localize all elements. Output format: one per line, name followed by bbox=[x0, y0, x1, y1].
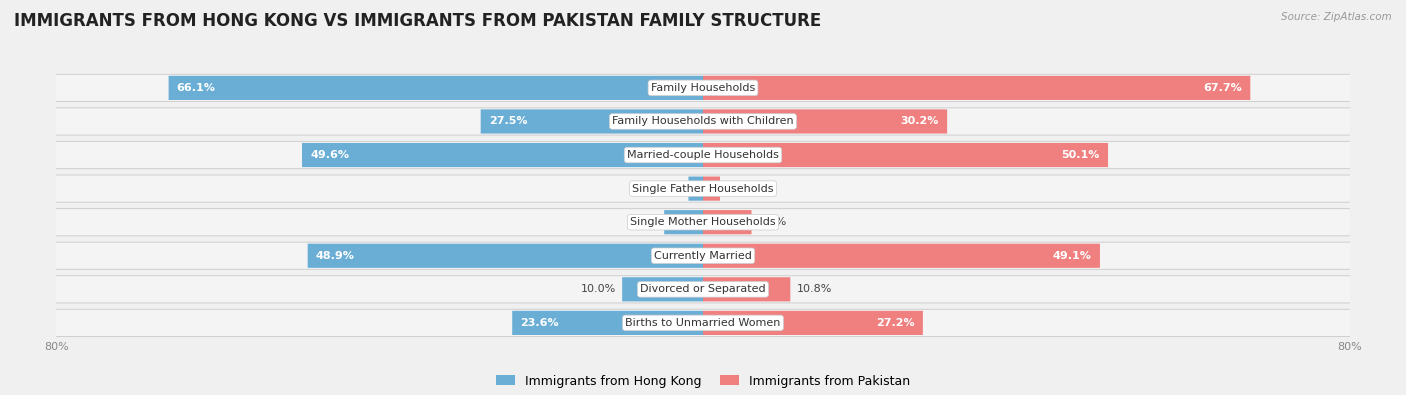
FancyBboxPatch shape bbox=[51, 108, 1355, 135]
FancyBboxPatch shape bbox=[703, 109, 948, 134]
FancyBboxPatch shape bbox=[703, 311, 922, 335]
Text: 27.5%: 27.5% bbox=[489, 117, 527, 126]
Text: 49.1%: 49.1% bbox=[1053, 251, 1092, 261]
Text: 2.1%: 2.1% bbox=[727, 184, 755, 194]
Text: 23.6%: 23.6% bbox=[520, 318, 560, 328]
FancyBboxPatch shape bbox=[46, 175, 1360, 203]
FancyBboxPatch shape bbox=[46, 242, 1360, 270]
FancyBboxPatch shape bbox=[51, 142, 1355, 168]
Text: Family Households with Children: Family Households with Children bbox=[612, 117, 794, 126]
Text: 4.8%: 4.8% bbox=[630, 217, 658, 227]
FancyBboxPatch shape bbox=[703, 210, 752, 234]
Text: 67.7%: 67.7% bbox=[1204, 83, 1243, 93]
Text: Births to Unmarried Women: Births to Unmarried Women bbox=[626, 318, 780, 328]
FancyBboxPatch shape bbox=[46, 141, 1360, 169]
Text: Currently Married: Currently Married bbox=[654, 251, 752, 261]
Text: 49.6%: 49.6% bbox=[311, 150, 349, 160]
Text: Single Mother Households: Single Mother Households bbox=[630, 217, 776, 227]
FancyBboxPatch shape bbox=[703, 277, 790, 301]
FancyBboxPatch shape bbox=[689, 177, 703, 201]
FancyBboxPatch shape bbox=[481, 109, 703, 134]
FancyBboxPatch shape bbox=[51, 276, 1355, 303]
Text: 1.8%: 1.8% bbox=[654, 184, 682, 194]
Text: Divorced or Separated: Divorced or Separated bbox=[640, 284, 766, 294]
FancyBboxPatch shape bbox=[46, 309, 1360, 337]
FancyBboxPatch shape bbox=[169, 76, 703, 100]
FancyBboxPatch shape bbox=[621, 277, 703, 301]
Text: 50.1%: 50.1% bbox=[1062, 150, 1099, 160]
Text: 10.8%: 10.8% bbox=[797, 284, 832, 294]
FancyBboxPatch shape bbox=[46, 208, 1360, 236]
Text: Source: ZipAtlas.com: Source: ZipAtlas.com bbox=[1281, 12, 1392, 22]
FancyBboxPatch shape bbox=[664, 210, 703, 234]
FancyBboxPatch shape bbox=[51, 310, 1355, 336]
FancyBboxPatch shape bbox=[302, 143, 703, 167]
FancyBboxPatch shape bbox=[46, 74, 1360, 102]
Text: 48.9%: 48.9% bbox=[316, 251, 354, 261]
FancyBboxPatch shape bbox=[51, 75, 1355, 101]
Text: 30.2%: 30.2% bbox=[901, 117, 939, 126]
Legend: Immigrants from Hong Kong, Immigrants from Pakistan: Immigrants from Hong Kong, Immigrants fr… bbox=[491, 370, 915, 393]
FancyBboxPatch shape bbox=[308, 244, 703, 268]
Text: Family Households: Family Households bbox=[651, 83, 755, 93]
FancyBboxPatch shape bbox=[46, 275, 1360, 303]
FancyBboxPatch shape bbox=[51, 175, 1355, 202]
FancyBboxPatch shape bbox=[703, 76, 1250, 100]
Text: Married-couple Households: Married-couple Households bbox=[627, 150, 779, 160]
Text: 27.2%: 27.2% bbox=[876, 318, 915, 328]
Text: 10.0%: 10.0% bbox=[581, 284, 616, 294]
FancyBboxPatch shape bbox=[512, 311, 703, 335]
Text: Single Father Households: Single Father Households bbox=[633, 184, 773, 194]
FancyBboxPatch shape bbox=[51, 209, 1355, 235]
Text: 66.1%: 66.1% bbox=[177, 83, 215, 93]
Text: 6.0%: 6.0% bbox=[758, 217, 786, 227]
FancyBboxPatch shape bbox=[703, 177, 720, 201]
FancyBboxPatch shape bbox=[703, 143, 1108, 167]
Text: IMMIGRANTS FROM HONG KONG VS IMMIGRANTS FROM PAKISTAN FAMILY STRUCTURE: IMMIGRANTS FROM HONG KONG VS IMMIGRANTS … bbox=[14, 12, 821, 30]
FancyBboxPatch shape bbox=[51, 243, 1355, 269]
FancyBboxPatch shape bbox=[46, 107, 1360, 135]
FancyBboxPatch shape bbox=[703, 244, 1099, 268]
